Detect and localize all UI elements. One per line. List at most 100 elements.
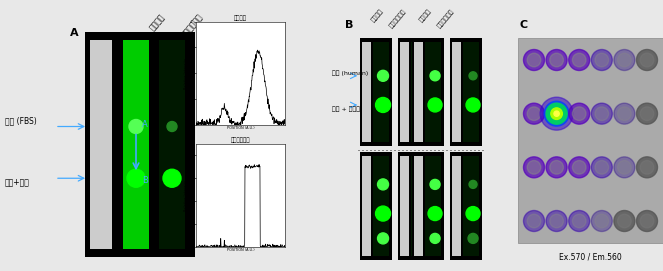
Circle shape bbox=[572, 53, 586, 67]
Circle shape bbox=[163, 169, 181, 187]
Circle shape bbox=[524, 103, 544, 124]
Bar bbox=[402, 150, 404, 151]
Circle shape bbox=[640, 160, 654, 174]
Text: 일반형광: 일반형광 bbox=[370, 8, 384, 23]
Circle shape bbox=[527, 160, 541, 174]
Circle shape bbox=[591, 157, 613, 178]
Circle shape bbox=[595, 53, 609, 67]
Circle shape bbox=[469, 180, 477, 188]
Circle shape bbox=[540, 97, 573, 130]
Bar bbox=[85, 32, 195, 257]
Circle shape bbox=[614, 50, 635, 70]
Title: 일반형광: 일반형광 bbox=[234, 16, 247, 21]
Bar bbox=[90, 40, 112, 249]
Bar bbox=[426, 150, 428, 151]
Text: 혈청+비드: 혈청+비드 bbox=[5, 178, 30, 187]
Circle shape bbox=[614, 157, 635, 178]
Bar bbox=[362, 42, 371, 142]
Bar bbox=[390, 150, 392, 151]
Text: A: A bbox=[142, 120, 148, 129]
Circle shape bbox=[595, 107, 609, 121]
Circle shape bbox=[591, 211, 613, 231]
Bar bbox=[422, 150, 424, 151]
Circle shape bbox=[414, 98, 428, 112]
Circle shape bbox=[595, 160, 609, 174]
Circle shape bbox=[572, 214, 586, 228]
Circle shape bbox=[377, 70, 389, 81]
Bar bbox=[470, 150, 472, 151]
Text: 선형업컨버젼: 선형업컨버젼 bbox=[388, 8, 406, 29]
Bar bbox=[366, 150, 368, 151]
Bar bbox=[482, 150, 484, 151]
Bar bbox=[463, 156, 479, 256]
Text: 선형업컨버젼: 선형업컨버젼 bbox=[180, 12, 205, 39]
Circle shape bbox=[636, 103, 658, 124]
Bar bbox=[454, 150, 456, 151]
Circle shape bbox=[527, 53, 541, 67]
Circle shape bbox=[591, 50, 613, 70]
Bar bbox=[418, 150, 420, 151]
Circle shape bbox=[614, 103, 635, 124]
Bar bbox=[373, 42, 389, 142]
Bar bbox=[438, 150, 440, 151]
Bar bbox=[426, 42, 442, 142]
Text: 선형업컨버젼: 선형업컨버젼 bbox=[436, 8, 455, 29]
Text: C: C bbox=[520, 20, 528, 30]
Circle shape bbox=[428, 98, 442, 112]
Circle shape bbox=[636, 157, 658, 178]
Bar bbox=[434, 150, 436, 151]
Bar bbox=[400, 42, 409, 142]
Text: 혈청 (FBS): 혈청 (FBS) bbox=[5, 116, 36, 125]
Circle shape bbox=[414, 207, 428, 221]
Circle shape bbox=[524, 157, 544, 178]
Bar bbox=[412, 38, 444, 146]
Circle shape bbox=[127, 169, 145, 187]
Bar bbox=[398, 38, 430, 146]
Circle shape bbox=[167, 121, 177, 131]
Circle shape bbox=[640, 214, 654, 228]
Bar bbox=[458, 150, 460, 151]
Bar bbox=[360, 152, 392, 260]
Circle shape bbox=[527, 107, 541, 121]
Circle shape bbox=[595, 214, 609, 228]
Bar bbox=[398, 150, 400, 151]
Bar bbox=[450, 152, 482, 260]
Circle shape bbox=[617, 53, 631, 67]
Circle shape bbox=[466, 98, 480, 112]
Bar bbox=[394, 150, 396, 151]
Bar bbox=[414, 42, 423, 142]
Bar bbox=[410, 150, 412, 151]
Bar bbox=[382, 150, 384, 151]
Bar bbox=[463, 42, 479, 142]
Circle shape bbox=[636, 50, 658, 70]
X-axis label: POSITION (A.U.): POSITION (A.U.) bbox=[227, 248, 254, 252]
Bar bbox=[400, 156, 409, 256]
Circle shape bbox=[640, 53, 654, 67]
Circle shape bbox=[129, 120, 143, 134]
Bar bbox=[446, 150, 448, 151]
Circle shape bbox=[550, 160, 564, 174]
Circle shape bbox=[544, 101, 569, 126]
Circle shape bbox=[546, 103, 567, 124]
Bar bbox=[362, 150, 364, 151]
Bar bbox=[373, 156, 389, 256]
Bar bbox=[414, 156, 423, 256]
Circle shape bbox=[377, 233, 389, 244]
Text: 혈청 (human): 혈청 (human) bbox=[332, 70, 368, 76]
Circle shape bbox=[546, 50, 567, 70]
Circle shape bbox=[617, 107, 631, 121]
Circle shape bbox=[468, 233, 478, 243]
Bar bbox=[412, 152, 444, 260]
Text: Ex.570 / Em.560: Ex.570 / Em.560 bbox=[559, 253, 622, 262]
Bar bbox=[378, 150, 380, 151]
Bar bbox=[452, 156, 461, 256]
Circle shape bbox=[569, 50, 589, 70]
Circle shape bbox=[572, 107, 586, 121]
Circle shape bbox=[617, 214, 631, 228]
Circle shape bbox=[614, 211, 635, 231]
Bar bbox=[362, 156, 371, 256]
Circle shape bbox=[417, 72, 425, 80]
Bar bbox=[374, 150, 376, 151]
Circle shape bbox=[551, 108, 562, 120]
Circle shape bbox=[527, 214, 541, 228]
